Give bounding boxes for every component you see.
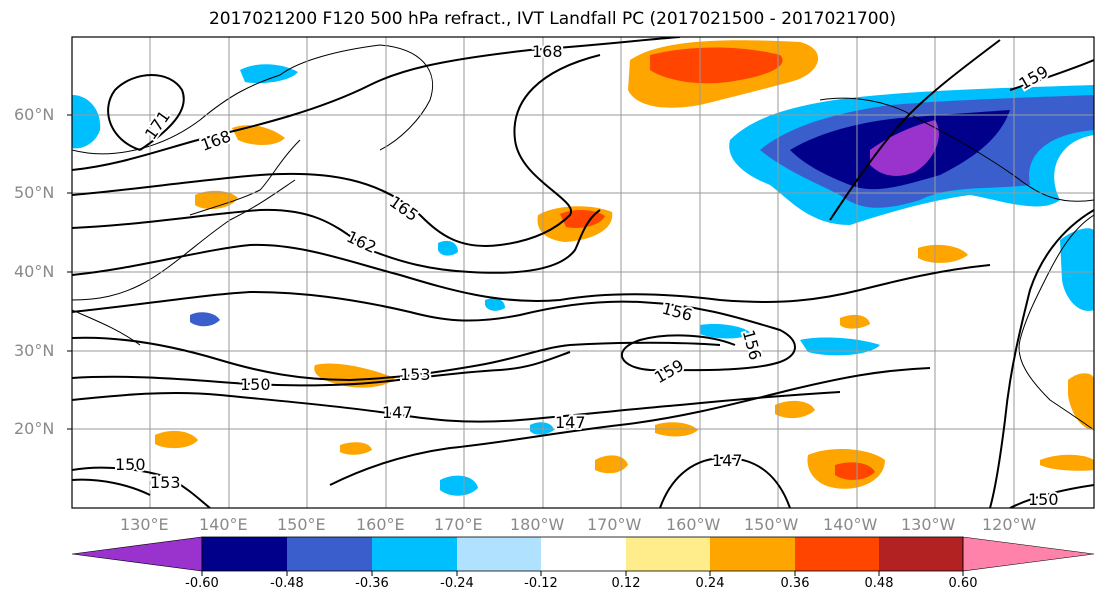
negative-anomaly-region: [870, 120, 939, 176]
positive-anomaly-region: [1040, 454, 1094, 471]
negative-anomaly-region: [1060, 228, 1094, 311]
colorbar: [71, 536, 1095, 576]
contour-label: 147: [712, 451, 743, 470]
colorbar-segment: [879, 537, 963, 571]
negative-anomaly-region: [530, 422, 554, 435]
lon-label: 130°E: [120, 515, 169, 534]
negative-anomaly-region: [72, 95, 101, 149]
colorbar-tick-label: 0.24: [695, 576, 725, 591]
lon-label: 170°W: [587, 515, 642, 534]
colorbar-tick-label: -0.48: [270, 576, 304, 591]
lon-label: 160°E: [356, 515, 405, 534]
colorbar-outline: [201, 536, 964, 572]
positive-anomaly-region: [1068, 373, 1094, 430]
positive-anomaly-region: [232, 125, 285, 145]
contour-label: 150: [115, 455, 146, 474]
lon-label: 150°E: [277, 515, 326, 534]
lon-label: 130°W: [901, 515, 956, 534]
colorbar-tick-label: -0.24: [440, 576, 474, 591]
colorbar-segment: [710, 537, 795, 571]
colorbar-tick-label: 0.12: [611, 576, 641, 591]
positive-anomaly-region: [835, 462, 875, 480]
positive-anomaly-region: [775, 400, 815, 419]
positive-anomaly-region: [918, 244, 968, 263]
positive-anomaly-region: [840, 314, 870, 329]
lat-label: 30°N: [14, 341, 55, 360]
colorbar-tick-label: -0.12: [524, 576, 558, 591]
lon-label: 160°W: [666, 515, 721, 534]
contour-label: 153: [400, 365, 431, 384]
colorbar-segment: [626, 537, 710, 571]
negative-anomaly-region: [190, 312, 220, 327]
positive-anomaly-region: [195, 190, 238, 210]
contour-label: 147: [555, 413, 586, 432]
lat-label: 50°N: [14, 183, 55, 202]
contour-label: 147: [382, 403, 413, 422]
negative-anomaly-region: [438, 240, 458, 256]
contour-label: 150: [1028, 490, 1059, 509]
graticule: [72, 37, 1094, 508]
positive-anomaly-region: [340, 442, 372, 455]
lon-label: 140°W: [823, 515, 878, 534]
positive-anomaly-region: [155, 430, 198, 449]
lon-label: 120°W: [982, 515, 1037, 534]
contour-label: 168: [532, 42, 563, 61]
colorbar-segment-lower-extend: [71, 536, 203, 572]
negative-anomaly-region: [440, 475, 478, 496]
colorbar-tick-label: -0.60: [185, 576, 219, 591]
lat-label: 40°N: [14, 262, 55, 281]
colorbar-tick-label: 0.60: [948, 576, 978, 591]
colorbar-tick-label: 0.36: [780, 576, 810, 591]
contour-label: 153: [150, 473, 181, 492]
lon-label: 170°E: [434, 515, 483, 534]
lon-label: 150°W: [744, 515, 799, 534]
colorbar-segment: [541, 537, 626, 571]
negative-anomaly-region: [700, 324, 752, 339]
colorbar-tick-label: -0.36: [355, 576, 389, 591]
negative-anomaly-region: [240, 64, 298, 84]
lon-label: 180°W: [510, 515, 565, 534]
lon-label: 140°E: [199, 515, 248, 534]
map-title: 2017021200 F120 500 hPa refract., IVT La…: [208, 9, 896, 29]
contour-label: 150: [240, 375, 271, 394]
colorbar-segment-upper-extend: [962, 536, 1095, 572]
colorbar-segment: [372, 537, 457, 571]
lat-label: 60°N: [14, 105, 55, 124]
axis-ticks: [67, 114, 72, 430]
colorbar-segment: [457, 537, 541, 571]
shaded-field: [72, 40, 1094, 496]
positive-anomaly-region: [650, 47, 783, 84]
refractivity-contours: [72, 37, 1094, 508]
lat-label: 20°N: [14, 419, 55, 438]
positive-anomaly-region: [595, 455, 628, 474]
colorbar-tick-label: 0.48: [864, 576, 894, 591]
colorbar-segment: [287, 537, 372, 571]
negative-anomaly-region: [485, 298, 505, 311]
colorbar-segment: [202, 537, 287, 571]
colorbar-segment: [795, 537, 879, 571]
